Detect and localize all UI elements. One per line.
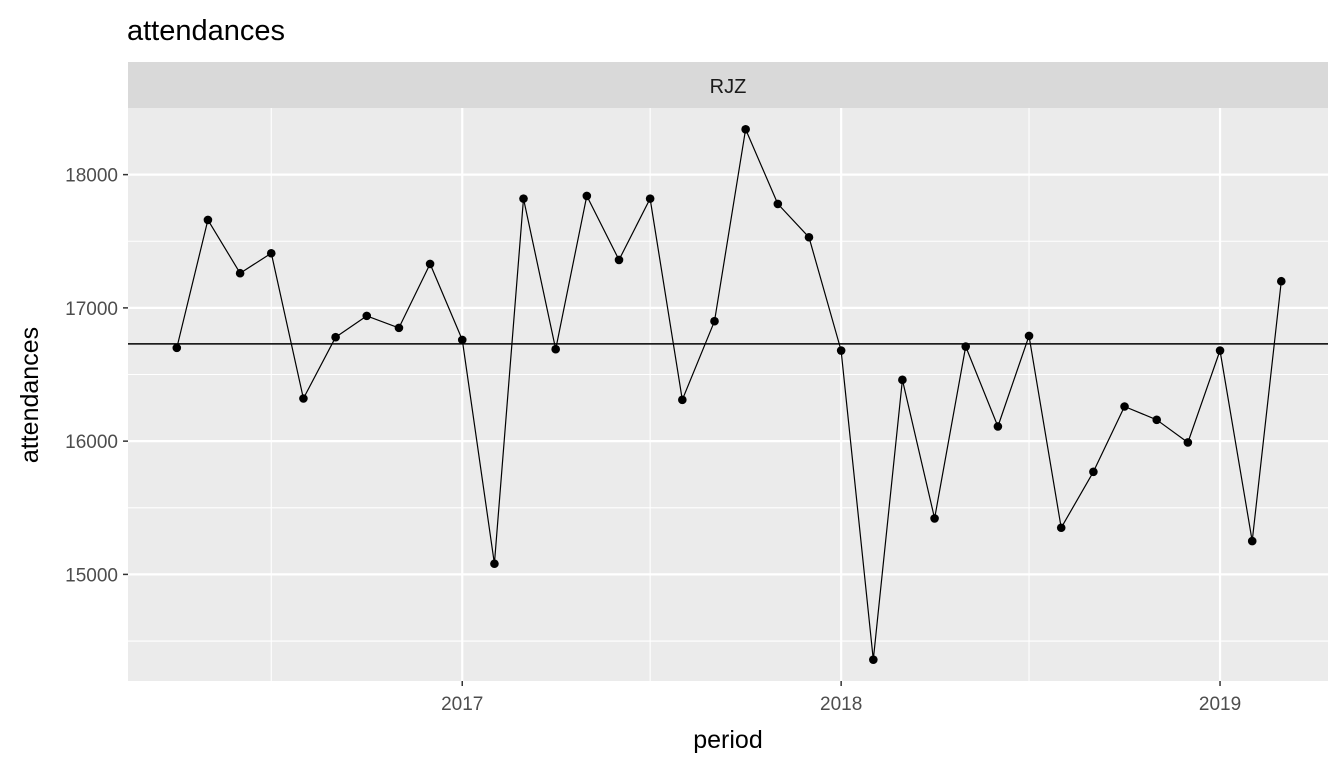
data-point <box>1056 523 1066 533</box>
data-point <box>930 514 939 523</box>
data-point <box>582 191 592 201</box>
chart-title: attendances <box>127 15 285 47</box>
data-point <box>519 194 528 203</box>
x-tick-label: 2019 <box>1199 694 1241 715</box>
data-point <box>1276 276 1286 286</box>
data-point <box>1215 346 1225 355</box>
data-point <box>869 655 878 664</box>
series-layer <box>176 128 1282 661</box>
data-point <box>836 346 846 355</box>
data-point <box>710 316 719 326</box>
data-point <box>457 335 467 345</box>
points-layer <box>172 125 1286 664</box>
y-tick-label: 16000 <box>65 432 118 453</box>
data-point <box>172 343 182 353</box>
x-axis: 2017 2018 2019 <box>441 681 1241 715</box>
series-line <box>176 128 1282 661</box>
data-point <box>773 199 783 209</box>
plot-panel <box>128 108 1328 681</box>
x-tick-label: 2018 <box>820 694 862 715</box>
data-point <box>614 255 624 265</box>
data-point <box>1120 402 1129 411</box>
data-point <box>961 342 971 351</box>
data-point <box>645 194 655 203</box>
data-point <box>1183 438 1193 447</box>
x-tick-label: 2017 <box>441 694 483 715</box>
data-point <box>1089 467 1098 477</box>
data-point <box>394 323 404 333</box>
data-point <box>804 232 814 242</box>
facet-label: RJZ <box>710 76 747 98</box>
data-point <box>331 332 340 342</box>
y-tick-label: 17000 <box>65 299 118 320</box>
data-point <box>235 268 245 278</box>
data-point <box>266 248 276 258</box>
data-point <box>1024 331 1034 341</box>
y-tick-label: 18000 <box>65 166 118 187</box>
major-gridlines <box>128 108 1328 681</box>
data-point <box>203 215 213 225</box>
x-axis-title: period <box>693 726 763 754</box>
data-point <box>993 422 1003 431</box>
data-point <box>1152 415 1162 425</box>
data-point <box>678 395 687 405</box>
y-axis: 15000 16000 17000 18000 <box>65 166 128 586</box>
data-point <box>551 344 560 354</box>
data-point <box>490 559 499 569</box>
y-tick-label: 15000 <box>65 565 118 586</box>
data-point <box>741 125 750 134</box>
data-point <box>362 311 372 321</box>
data-point <box>425 259 435 269</box>
facet-strip <box>128 62 1328 108</box>
data-point <box>299 394 308 403</box>
y-axis-title: attendances <box>16 327 44 463</box>
data-point <box>898 375 907 385</box>
data-point <box>1247 536 1257 546</box>
